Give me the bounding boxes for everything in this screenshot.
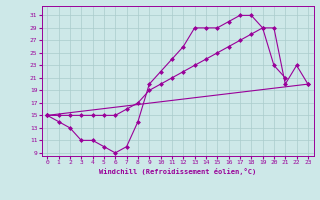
X-axis label: Windchill (Refroidissement éolien,°C): Windchill (Refroidissement éolien,°C) xyxy=(99,168,256,175)
